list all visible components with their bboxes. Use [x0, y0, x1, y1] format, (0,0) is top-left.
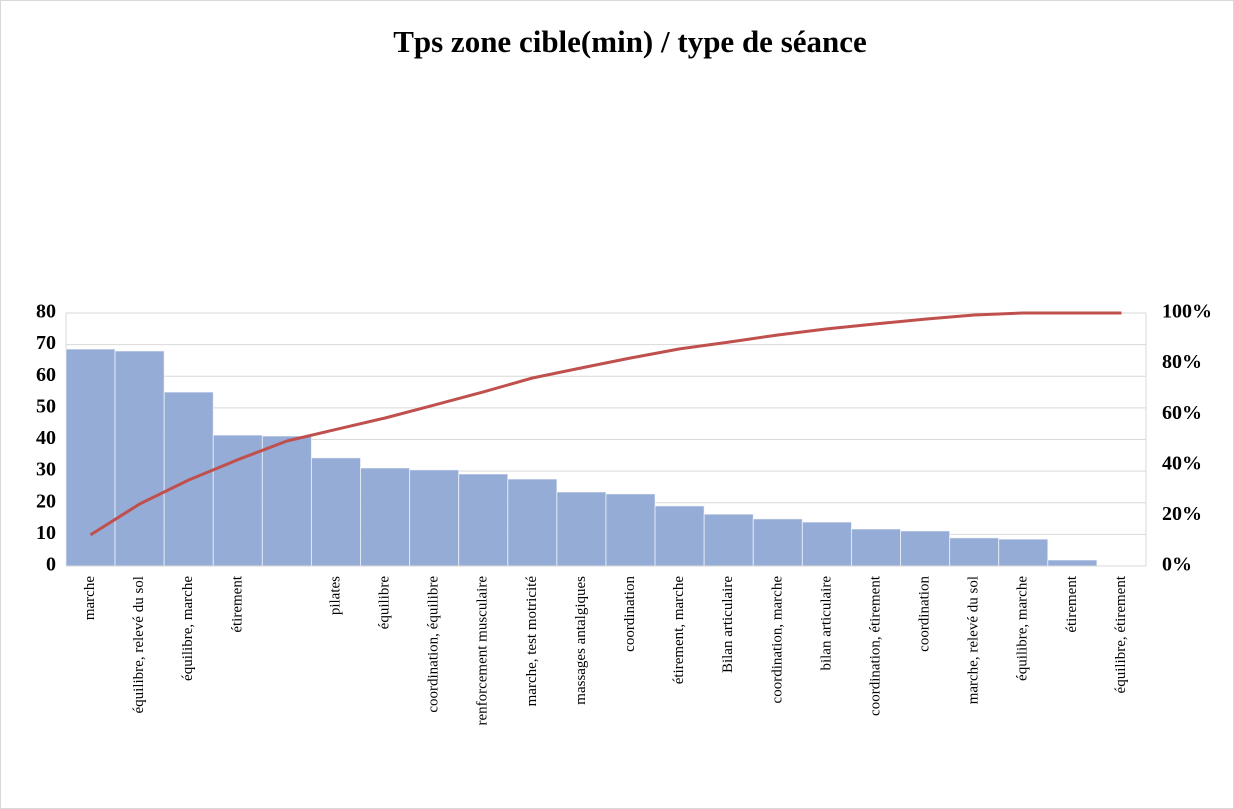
- x-tick-label: pilates: [327, 576, 343, 615]
- x-tick-label: marche: [82, 576, 98, 620]
- bar: [65, 348, 116, 567]
- x-tick-label: coordination, équilibre: [426, 576, 442, 713]
- x-tick-label: Bilan articulaire: [720, 576, 736, 673]
- bar: [605, 493, 656, 567]
- x-tick-label: équilibre, relevé du sol: [131, 576, 147, 713]
- y-tick-label: 40: [36, 427, 56, 449]
- bar: [1047, 559, 1098, 567]
- x-tick-label: marche, relevé du sol: [966, 576, 982, 704]
- bar: [360, 467, 411, 567]
- x-tick-label: massages antalgiques: [573, 576, 589, 705]
- y2-tick-label: 0%: [1162, 554, 1192, 576]
- x-tick-label: coordination, étirement: [867, 575, 883, 716]
- bar: [212, 434, 263, 567]
- x-tick-label: coordination, marche: [769, 576, 785, 704]
- y2-tick-label: 100%: [1162, 301, 1212, 323]
- x-tick-label: étirement: [1064, 575, 1080, 632]
- y2-tick-label: 80%: [1162, 351, 1202, 373]
- y-tick-label: 70: [36, 332, 56, 354]
- y2-tick-label: 40%: [1162, 452, 1202, 474]
- x-tick-label: marche, test motricité: [524, 576, 540, 707]
- bar: [654, 505, 705, 567]
- bar: [261, 435, 312, 567]
- bar: [507, 478, 558, 567]
- y-tick-label: 10: [36, 522, 56, 544]
- bar: [850, 528, 902, 567]
- chart-title: Tps zone cible(min) / type de séance: [393, 24, 867, 59]
- bar: [310, 457, 362, 567]
- y-tick-label: 30: [36, 459, 56, 481]
- x-tick-label: équilibre, marche: [180, 576, 196, 681]
- bar: [556, 491, 607, 567]
- x-tick-label: équilibre: [377, 576, 393, 630]
- x-tick-label: étirement: [229, 575, 245, 632]
- y-tick-label: 60: [36, 364, 56, 386]
- y2-tick-label: 60%: [1162, 402, 1202, 424]
- y-tick-label: 0: [46, 554, 56, 576]
- bar: [900, 530, 951, 567]
- bar: [801, 521, 852, 567]
- y2-tick-label: 20%: [1162, 503, 1202, 525]
- x-tick-label: coordination: [622, 576, 638, 652]
- y-tick-label: 20: [36, 490, 56, 512]
- bar: [998, 538, 1049, 567]
- x-tick-label: étirement, marche: [671, 576, 687, 685]
- x-tick-label: coordination: [917, 576, 933, 652]
- y-tick-label: 50: [36, 395, 56, 417]
- x-tick-label: équilibre, étirement: [1113, 575, 1129, 693]
- y-tick-label: 80: [36, 301, 56, 323]
- bar: [114, 350, 165, 567]
- x-tick-label: équilibre, marche: [1015, 576, 1031, 681]
- cumulative-line: [89, 311, 1122, 537]
- bar: [949, 537, 1000, 567]
- x-tick-label: renforcement musculaire: [475, 576, 491, 726]
- x-tick-label: bilan articulaire: [818, 576, 834, 671]
- bar: [409, 469, 460, 567]
- bar: [703, 513, 754, 567]
- bar: [458, 473, 509, 567]
- bar: [752, 518, 803, 567]
